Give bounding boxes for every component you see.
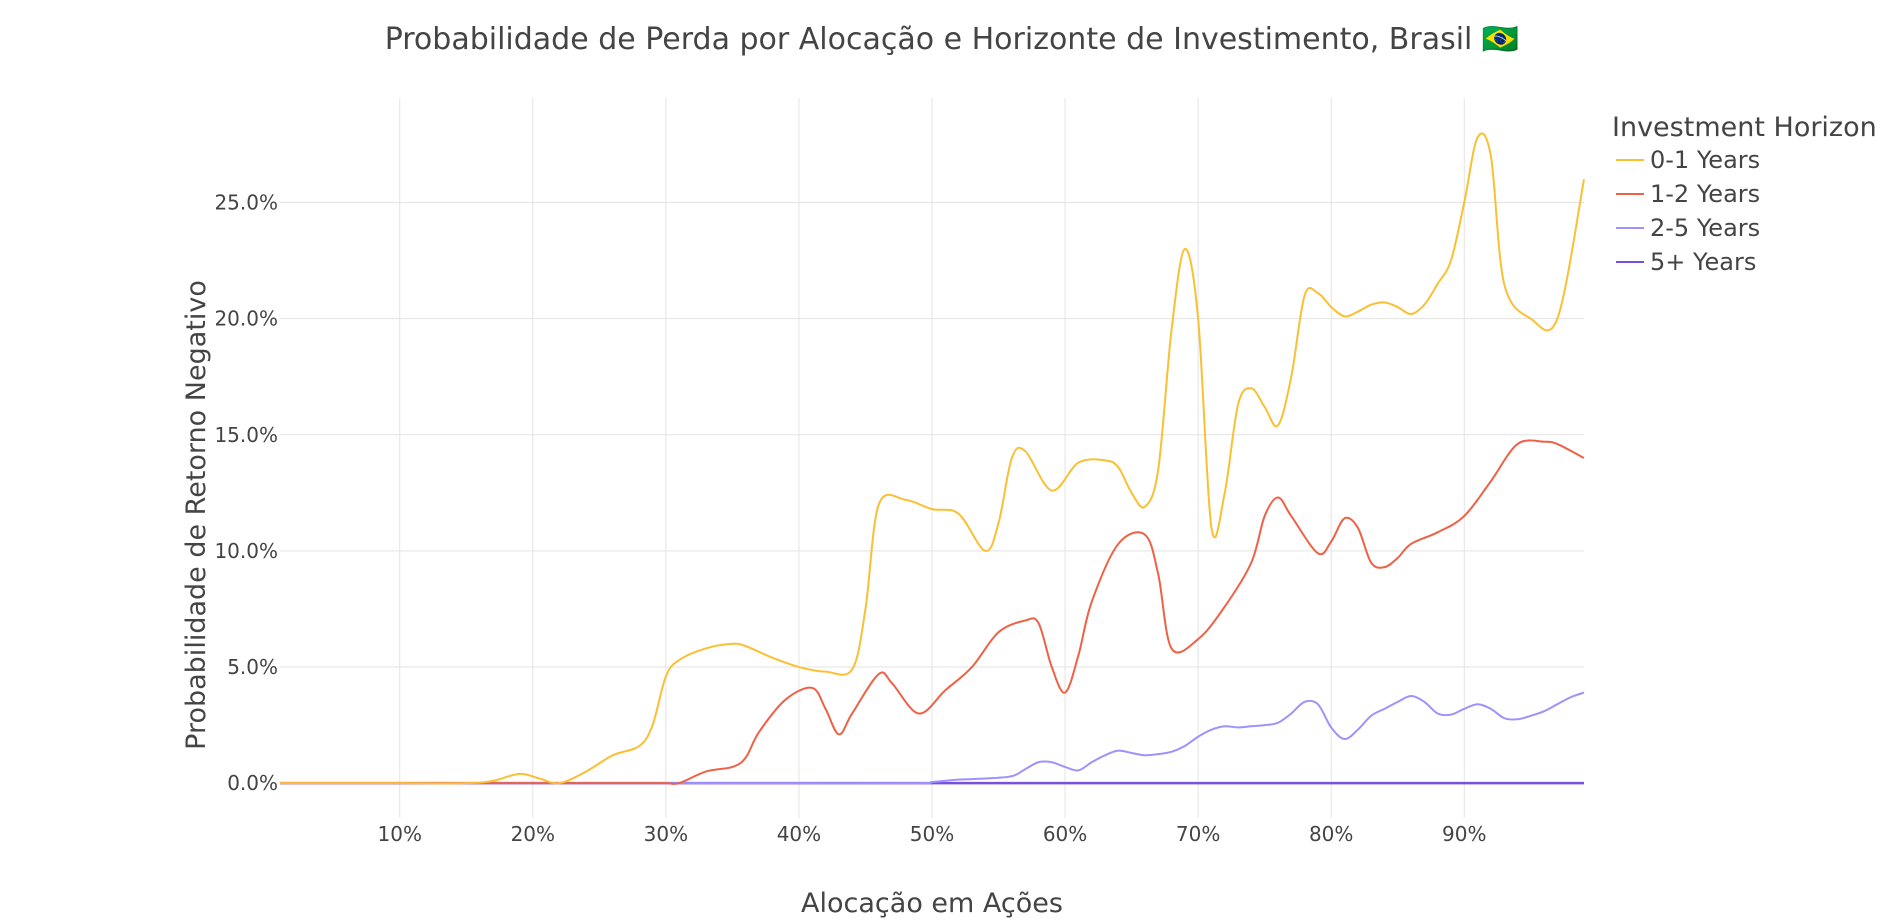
series-lines (279, 132, 1585, 786)
y-axis-title: Probabilidade de Retorno Negativo (181, 280, 212, 750)
x-tick-label: 20% (511, 822, 555, 846)
x-tick-label: 90% (1442, 822, 1486, 846)
x-tick-label: 60% (1043, 822, 1087, 846)
legend: Investment Horizon 0-1 Years 1-2 Years 2-5… (1612, 112, 1877, 276)
x-tick-label: 70% (1176, 822, 1220, 846)
legend-label-2-5-years: 2-5 Years (1650, 214, 1760, 242)
series-line-0-1-years (279, 132, 1585, 785)
y-tick-label: 25.0% (214, 191, 278, 215)
legend-title: Investment Horizon (1612, 112, 1877, 143)
legend-label-1-2-years: 1-2 Years (1650, 180, 1760, 208)
y-tick-label: 5.0% (227, 655, 278, 679)
y-tick-label: 10.0% (214, 539, 278, 563)
y-tick-label: 0.0% (227, 771, 278, 795)
legend-label-5plus-years: 5+ Years (1650, 248, 1756, 276)
grid-lines (280, 98, 1584, 818)
x-axis-title: Alocação em Ações (801, 888, 1063, 918)
y-tick-label: 20.0% (214, 307, 278, 331)
axes: 10% 20% 30% 40% 50% 60% 70% 80% 90% 0.0% 5.0% 10.0%… (214, 191, 1486, 846)
legend-label-0-1-years: 0-1 Years (1650, 146, 1760, 174)
series-line-2-5-years (279, 691, 1585, 785)
y-tick-label: 15.0% (214, 423, 278, 447)
chart-title: Probabilidade de Perda por Alocação e Ho… (385, 22, 1520, 57)
x-tick-label: 40% (777, 822, 821, 846)
legend-items: 0-1 Years 1-2 Years 2-5 Years 5+ Years (1616, 146, 1760, 276)
series-line-1-2-years (279, 439, 1585, 786)
x-tick-label: 10% (378, 822, 422, 846)
x-tick-label: 80% (1309, 822, 1353, 846)
x-tick-label: 50% (910, 822, 954, 846)
x-tick-label: 30% (644, 822, 688, 846)
